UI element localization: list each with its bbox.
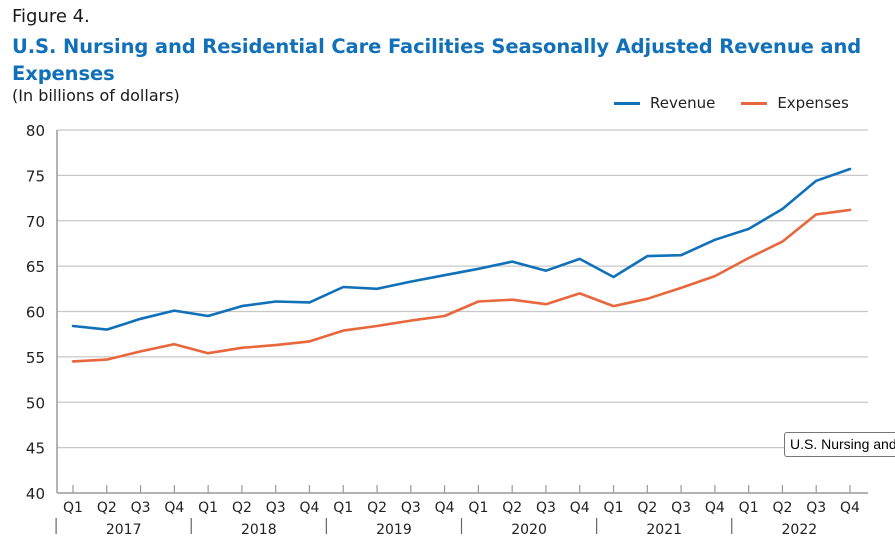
figure-label: Figure 4. xyxy=(12,6,90,27)
x-tick-label: Q1 xyxy=(604,500,624,516)
tooltip: U.S. Nursing and xyxy=(784,432,895,457)
x-tick-label: Q4 xyxy=(570,500,590,516)
x-tick-label: Q3 xyxy=(536,500,556,516)
x-tick-label: Q4 xyxy=(435,500,455,516)
y-tick-label: 75 xyxy=(26,167,45,185)
x-tick-label: Q4 xyxy=(840,500,860,516)
series-line-revenue xyxy=(71,167,852,331)
legend: Revenue Expenses xyxy=(614,94,875,112)
y-tick-label: 65 xyxy=(26,258,45,276)
x-tick-label: Q2 xyxy=(232,500,252,516)
x-tick-label: Q4 xyxy=(164,500,184,516)
y-tick-label: 45 xyxy=(26,440,45,458)
x-tick-label: Q2 xyxy=(97,500,117,516)
year-label: 2018 xyxy=(241,522,277,538)
chart-title: U.S. Nursing and Residential Care Facili… xyxy=(12,35,862,85)
year-label: 2019 xyxy=(376,522,412,538)
year-label: 2017 xyxy=(106,522,142,538)
x-tick-label: Q3 xyxy=(131,500,151,516)
x-tick-label: Q2 xyxy=(772,500,792,516)
legend-label-revenue: Revenue xyxy=(650,94,716,112)
year-label: 2022 xyxy=(782,522,818,538)
x-tick-label: Q2 xyxy=(502,500,522,516)
y-tick-label: 80 xyxy=(26,122,45,140)
x-tick-label: Q1 xyxy=(468,500,488,516)
x-tick-label: Q3 xyxy=(671,500,691,516)
year-label: 2021 xyxy=(646,522,682,538)
y-tick-label: 70 xyxy=(26,213,45,231)
y-tick-label: 60 xyxy=(26,304,45,322)
legend-swatch-expenses xyxy=(741,101,768,105)
x-tick-label: Q1 xyxy=(63,500,83,516)
x-tick-label: Q4 xyxy=(705,500,725,516)
x-tick-label: Q3 xyxy=(401,500,421,516)
legend-item-revenue: Revenue xyxy=(614,94,715,112)
x-tick-label: Q2 xyxy=(637,500,657,516)
x-tick-label: Q3 xyxy=(806,500,826,516)
y-tick-label: 50 xyxy=(26,394,45,412)
legend-swatch-revenue xyxy=(614,101,640,105)
x-tick-label: Q1 xyxy=(739,500,759,516)
year-label: 2020 xyxy=(511,522,547,538)
x-tick-label: Q4 xyxy=(300,500,320,516)
x-tick-label: Q2 xyxy=(367,500,387,516)
x-tick-label: Q1 xyxy=(198,500,218,516)
y-tick-label: 55 xyxy=(26,349,45,367)
x-tick-label: Q1 xyxy=(333,500,353,516)
legend-item-expenses: Expenses xyxy=(741,94,849,112)
series-line-expenses xyxy=(71,208,852,363)
x-tick-label: Q3 xyxy=(266,500,286,516)
y-tick-label: 40 xyxy=(26,485,45,503)
legend-label-expenses: Expenses xyxy=(777,94,849,112)
chart-subtitle: (In billions of dollars) xyxy=(12,86,180,105)
